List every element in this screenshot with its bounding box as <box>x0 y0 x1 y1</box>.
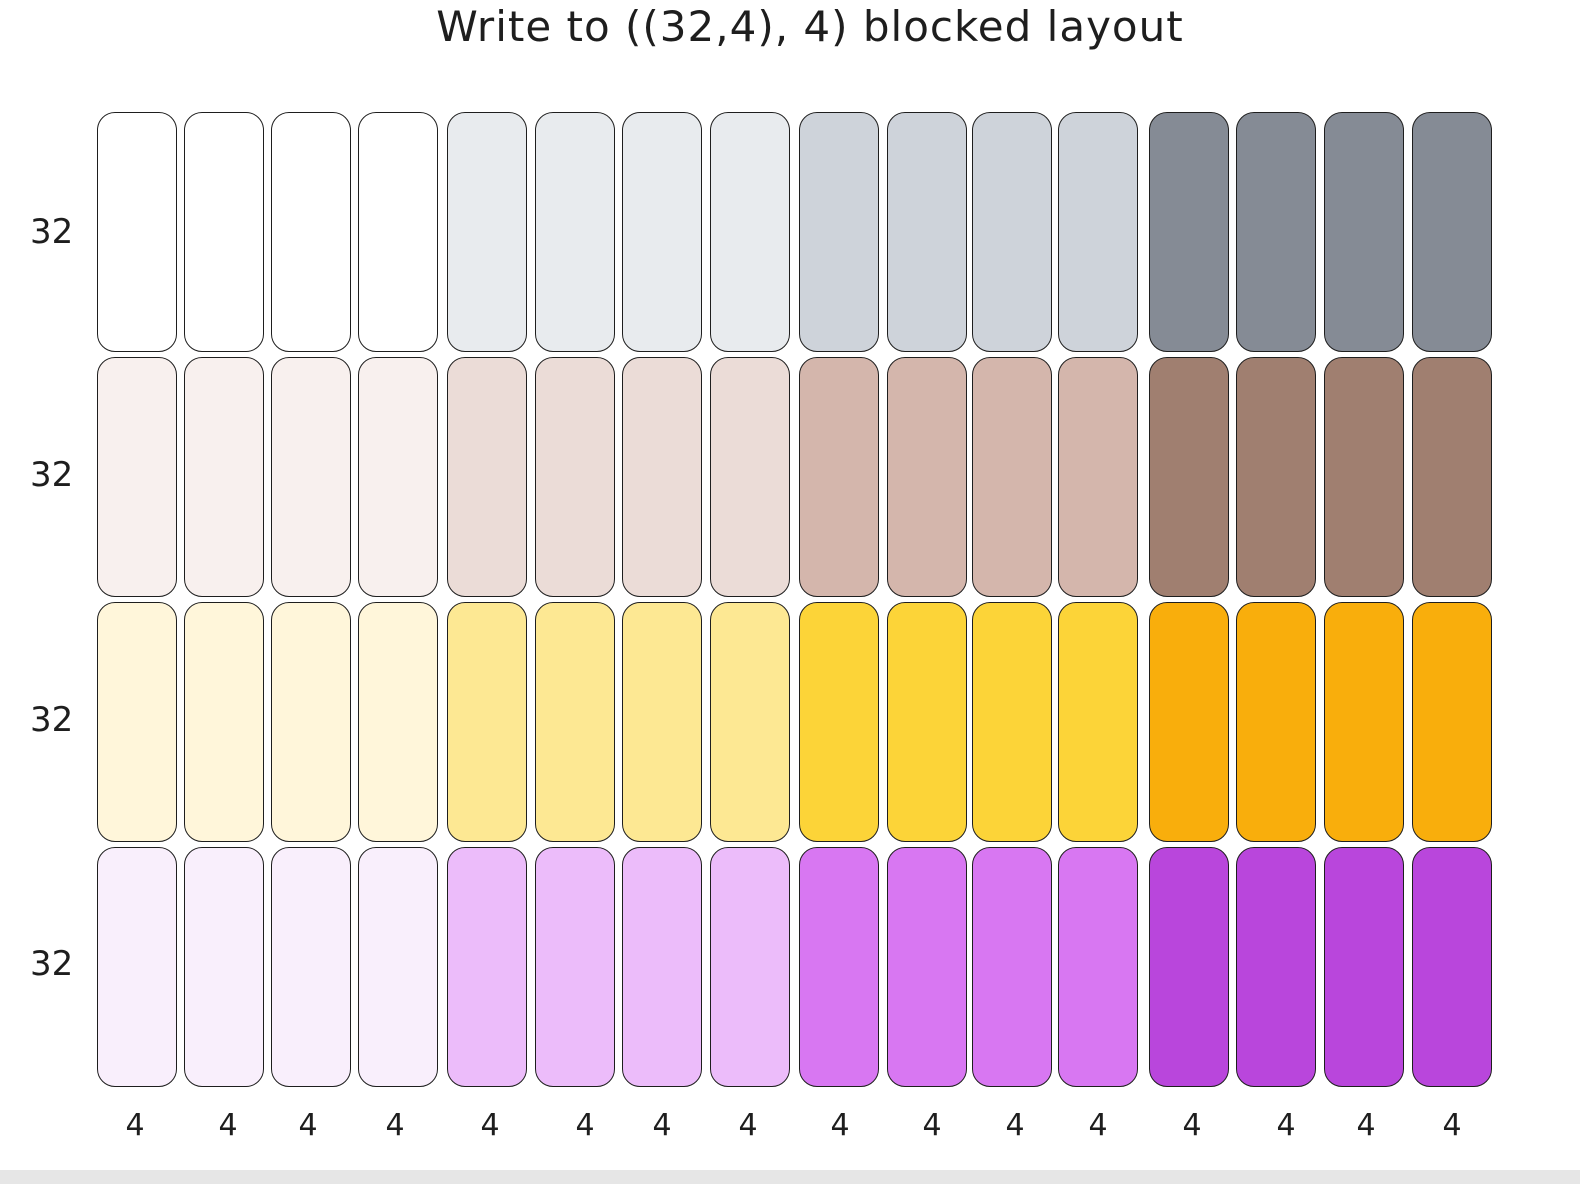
column-label: 4 <box>922 1108 942 1143</box>
layout-cell <box>184 112 264 352</box>
layout-cell <box>184 602 264 842</box>
layout-cell <box>358 357 438 597</box>
layout-cell <box>97 602 177 842</box>
layout-cell <box>1412 357 1492 597</box>
layout-cell <box>358 847 438 1087</box>
row-label: 32 <box>30 455 74 495</box>
layout-cell <box>622 847 702 1087</box>
column-label: 4 <box>218 1108 238 1143</box>
layout-cell <box>972 112 1052 352</box>
layout-cell <box>184 357 264 597</box>
column-label: 4 <box>1088 1108 1108 1143</box>
layout-cell <box>535 112 615 352</box>
layout-cell <box>1058 847 1138 1087</box>
layout-cell <box>799 847 879 1087</box>
layout-cell <box>887 357 967 597</box>
layout-cell <box>1412 112 1492 352</box>
column-label: 4 <box>385 1108 405 1143</box>
column-label: 4 <box>125 1108 145 1143</box>
layout-cell <box>1058 602 1138 842</box>
column-label: 4 <box>1442 1108 1462 1143</box>
layout-cell <box>97 357 177 597</box>
layout-cell <box>887 602 967 842</box>
row-label: 32 <box>30 700 74 740</box>
layout-cell <box>799 602 879 842</box>
column-label: 4 <box>480 1108 500 1143</box>
column-label: 4 <box>1182 1108 1202 1143</box>
layout-cell <box>1236 847 1316 1087</box>
layout-cell <box>622 357 702 597</box>
layout-cell <box>271 847 351 1087</box>
diagram-title: Write to ((32,4), 4) blocked layout <box>436 2 1184 51</box>
layout-cell <box>1236 357 1316 597</box>
layout-cell <box>887 847 967 1087</box>
layout-cell <box>1149 112 1229 352</box>
layout-cell <box>710 357 790 597</box>
layout-cell <box>622 112 702 352</box>
layout-cell <box>447 112 527 352</box>
layout-cell <box>1149 602 1229 842</box>
column-label: 4 <box>652 1108 672 1143</box>
layout-cell <box>271 357 351 597</box>
layout-cell <box>799 112 879 352</box>
layout-cell <box>1236 602 1316 842</box>
layout-cell <box>1058 112 1138 352</box>
layout-cell <box>799 357 879 597</box>
column-label: 4 <box>738 1108 758 1143</box>
layout-cell <box>1324 847 1404 1087</box>
layout-cell <box>972 847 1052 1087</box>
layout-cell <box>1324 602 1404 842</box>
column-label: 4 <box>1005 1108 1025 1143</box>
layout-cell <box>887 112 967 352</box>
layout-cell <box>271 602 351 842</box>
layout-cell <box>710 112 790 352</box>
layout-cell <box>447 357 527 597</box>
window-bottom-edge <box>0 1170 1580 1184</box>
column-label: 4 <box>575 1108 595 1143</box>
layout-cell <box>535 602 615 842</box>
layout-cell <box>1324 112 1404 352</box>
layout-cell <box>535 847 615 1087</box>
column-label: 4 <box>298 1108 318 1143</box>
column-label: 4 <box>1356 1108 1376 1143</box>
layout-cell <box>1236 112 1316 352</box>
layout-cell <box>622 602 702 842</box>
column-label: 4 <box>1276 1108 1296 1143</box>
layout-cell <box>1324 357 1404 597</box>
layout-cell <box>710 847 790 1087</box>
layout-cell <box>1412 847 1492 1087</box>
layout-cell <box>1149 357 1229 597</box>
row-label: 32 <box>30 944 74 984</box>
layout-cell <box>1058 357 1138 597</box>
layout-cell <box>358 112 438 352</box>
layout-cell <box>1412 602 1492 842</box>
layout-cell <box>97 112 177 352</box>
layout-cell <box>271 112 351 352</box>
row-label: 32 <box>30 212 74 252</box>
column-label: 4 <box>830 1108 850 1143</box>
layout-cell <box>535 357 615 597</box>
layout-cell <box>447 602 527 842</box>
layout-cell <box>184 847 264 1087</box>
layout-cell <box>97 847 177 1087</box>
layout-cell <box>710 602 790 842</box>
layout-cell <box>447 847 527 1087</box>
layout-cell <box>1149 847 1229 1087</box>
layout-cell <box>972 602 1052 842</box>
layout-cell <box>358 602 438 842</box>
layout-cell <box>972 357 1052 597</box>
